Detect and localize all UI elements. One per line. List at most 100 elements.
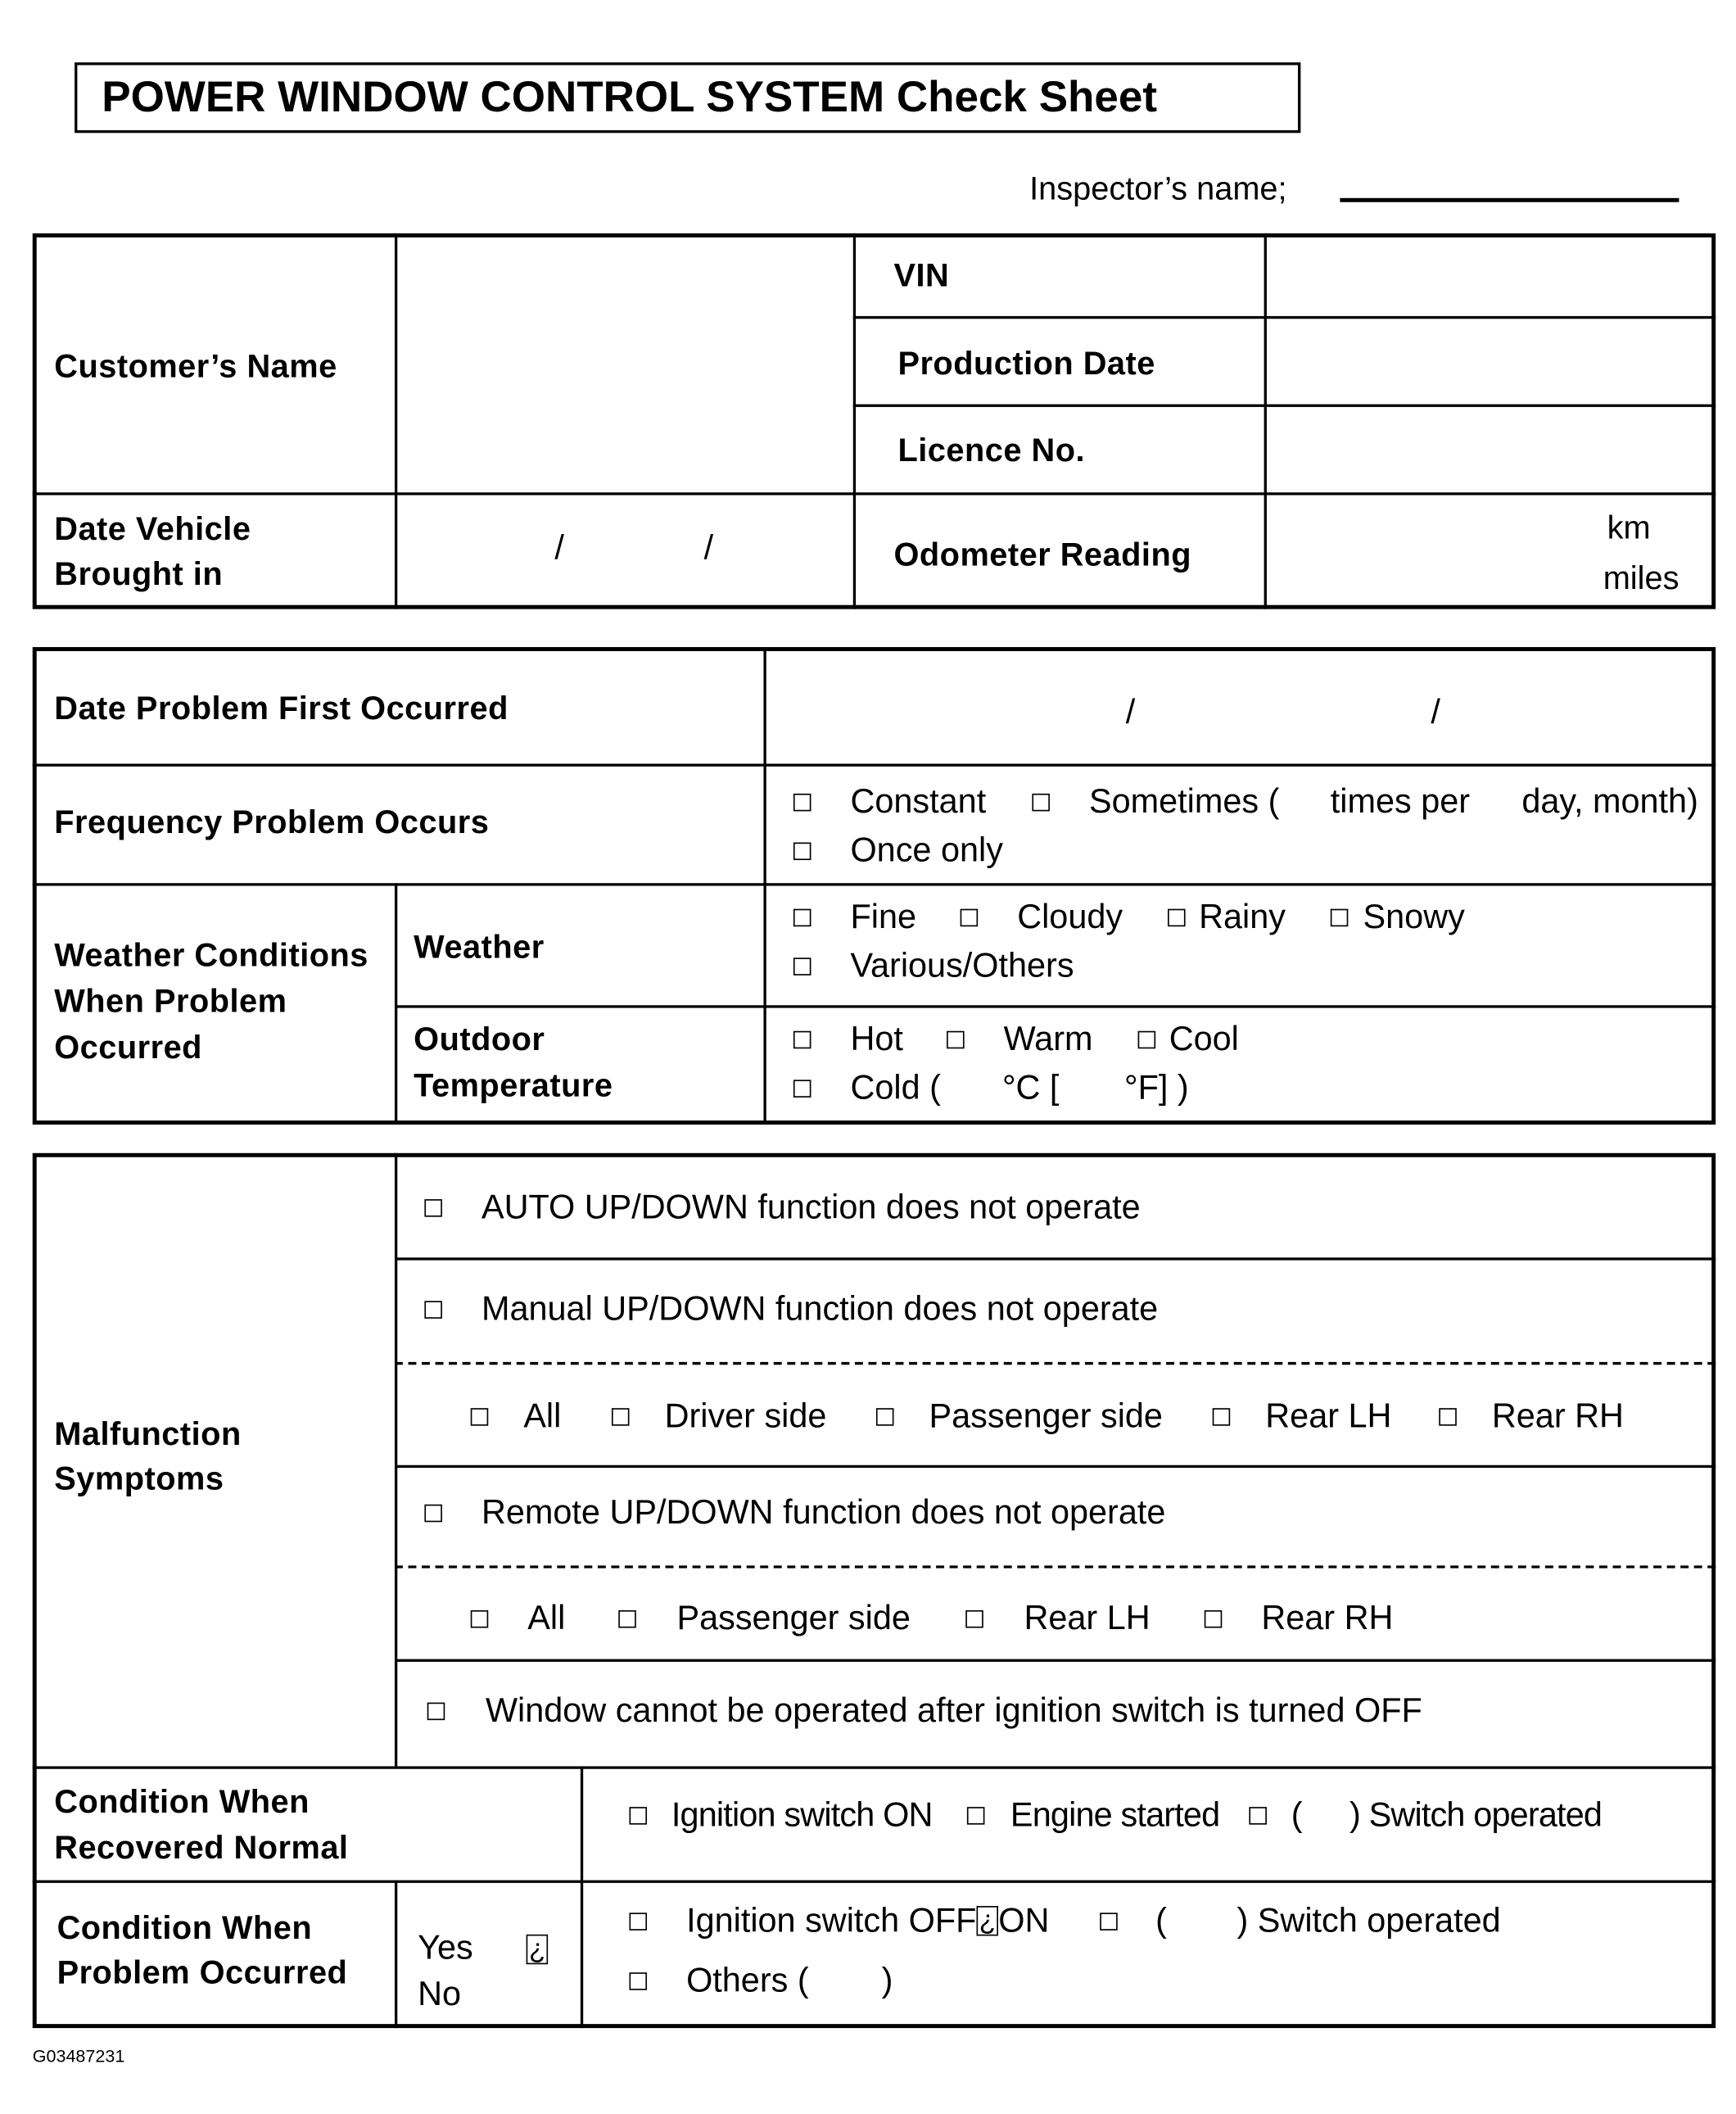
sometimes-option: Sometimes (	[1088, 782, 1280, 822]
licence-no-label: Licence No.	[897, 432, 1086, 470]
checkbox-cool[interactable]	[1137, 1030, 1156, 1049]
checkbox-cold[interactable]	[793, 1080, 811, 1098]
divider	[852, 315, 1716, 319]
checkbox-occurred-others[interactable]	[629, 1972, 648, 1990]
remote-symptom: Remote UP/DOWN function does not operate	[481, 1493, 1166, 1532]
frequency-label: Frequency Problem Occurs	[54, 804, 490, 841]
divider	[394, 1659, 1716, 1662]
divider	[1264, 233, 1267, 609]
checkbox-recovered-engine[interactable]	[966, 1807, 985, 1825]
licence-no-field[interactable]	[1267, 407, 1711, 491]
manual-option-rear-rh: Rear RH	[1491, 1397, 1624, 1436]
checkbox-manual[interactable]	[424, 1301, 442, 1319]
checkbox-sometimes[interactable]	[1032, 793, 1050, 812]
checkbox-remote-rear-rh[interactable]	[1204, 1609, 1223, 1628]
production-date-label: Production Date	[897, 346, 1155, 383]
figure-id: G03487231	[32, 2045, 125, 2066]
checkbox-ignition-off[interactable]	[427, 1702, 445, 1721]
production-date-field[interactable]	[1267, 319, 1711, 403]
km-unit: km	[1607, 509, 1651, 547]
weather-conditions-label-1: Weather Conditions	[54, 937, 368, 975]
checkbox-manual-driver[interactable]	[611, 1408, 630, 1426]
checkbox-remote-rear-lh[interactable]	[965, 1609, 983, 1628]
date-separator: /	[703, 528, 714, 568]
remote-option-all: All	[527, 1599, 566, 1638]
recovered-ignition-on: Ignition switch ON	[671, 1795, 934, 1835]
divider	[394, 1257, 1716, 1261]
divider	[394, 1880, 398, 2029]
checkbox-constant[interactable]	[793, 793, 811, 812]
checkbox-once-only[interactable]	[793, 842, 811, 861]
page-title: POWER WINDOW CONTROL SYSTEM Check Sheet	[102, 71, 1158, 121]
outdoor-label-1: Outdoor	[414, 1021, 545, 1058]
occurred-paren: (	[1155, 1902, 1167, 1940]
dashed-divider	[394, 1565, 1716, 1569]
day-month-text: day, month)	[1521, 782, 1698, 822]
occurred-ignition-a: Ignition switch OFF	[686, 1902, 977, 1940]
checkbox-hot[interactable]	[793, 1030, 811, 1049]
divider	[394, 883, 398, 1125]
checkbox-various[interactable]	[793, 957, 811, 976]
divider	[32, 492, 1716, 496]
manual-option-all: All	[523, 1397, 562, 1436]
checkbox-manual-rear-lh[interactable]	[1212, 1408, 1231, 1426]
checkbox-manual-rear-rh[interactable]	[1439, 1408, 1457, 1426]
occurred-label-1: Condition When	[57, 1910, 313, 1947]
date-separator: /	[554, 528, 564, 568]
checkbox-manual-passenger[interactable]	[875, 1408, 894, 1426]
recovered-label-1: Condition When	[54, 1783, 310, 1821]
checkbox-remote[interactable]	[424, 1504, 442, 1523]
checkbox-manual-all[interactable]	[470, 1408, 489, 1426]
checkbox-remote-all[interactable]	[470, 1609, 489, 1628]
date-separator: /	[1431, 693, 1440, 731]
date-brought-label-1: Date Vehicle	[54, 511, 251, 549]
checkbox-warm[interactable]	[947, 1030, 965, 1049]
recovered-label-2: Recovered Normal	[54, 1830, 349, 1867]
inspector-name-field[interactable]	[1340, 197, 1679, 202]
divider	[763, 647, 766, 1125]
checkbox-remote-passenger[interactable]	[618, 1609, 636, 1628]
divider	[580, 1766, 584, 2029]
unknown-glyph: ¿	[976, 1906, 999, 1936]
auto-symptom: AUTO UP/DOWN function does not operate	[481, 1188, 1141, 1227]
checkbox-occurred-ignition[interactable]	[629, 1913, 648, 1931]
divider	[32, 1766, 1716, 1769]
vin-field[interactable]	[1267, 236, 1711, 315]
checkbox-cloudy[interactable]	[960, 908, 979, 927]
date-brought-label-2: Brought in	[54, 556, 224, 593]
yes-option[interactable]: Yes	[418, 1929, 473, 1967]
date-separator: /	[1125, 693, 1136, 731]
customer-name-field[interactable]	[397, 236, 852, 491]
rainy-option: Rainy	[1199, 898, 1286, 936]
occurred-others-close: )	[881, 1961, 893, 2000]
recovered-engine-started: Engine started	[1010, 1795, 1220, 1835]
remote-option-passenger: Passenger side	[676, 1599, 911, 1638]
vehicle-info-table	[32, 233, 1716, 609]
weather-label: Weather	[414, 929, 545, 966]
once-only-option: Once only	[850, 831, 1003, 870]
manual-option-rear-lh: Rear LH	[1265, 1397, 1392, 1436]
checkbox-rainy[interactable]	[1168, 908, 1186, 927]
checkbox-fine[interactable]	[793, 908, 811, 927]
cold-option: Cold (	[850, 1069, 941, 1107]
divider	[32, 883, 1716, 886]
symptoms-table	[32, 1152, 1716, 2029]
celsius-text: °C [	[1001, 1069, 1060, 1107]
checkbox-recovered-switch[interactable]	[1249, 1807, 1267, 1825]
odometer-label: Odometer Reading	[893, 536, 1192, 574]
problem-table	[32, 647, 1716, 1125]
checkbox-recovered-ignition-on[interactable]	[629, 1807, 648, 1825]
no-option[interactable]: No	[418, 1975, 462, 2013]
miles-unit: miles	[1603, 560, 1679, 597]
cool-option: Cool	[1169, 1020, 1239, 1058]
checkbox-occurred-switch[interactable]	[1100, 1913, 1118, 1931]
divider	[394, 233, 398, 609]
remote-option-rear-rh: Rear RH	[1261, 1599, 1394, 1638]
inspector-label: Inspector’s name;	[1029, 170, 1287, 208]
divider	[394, 1152, 398, 1767]
checkbox-snowy[interactable]	[1330, 908, 1349, 927]
checkbox-auto[interactable]	[424, 1199, 442, 1217]
divider	[852, 233, 857, 609]
divider	[32, 763, 1716, 767]
